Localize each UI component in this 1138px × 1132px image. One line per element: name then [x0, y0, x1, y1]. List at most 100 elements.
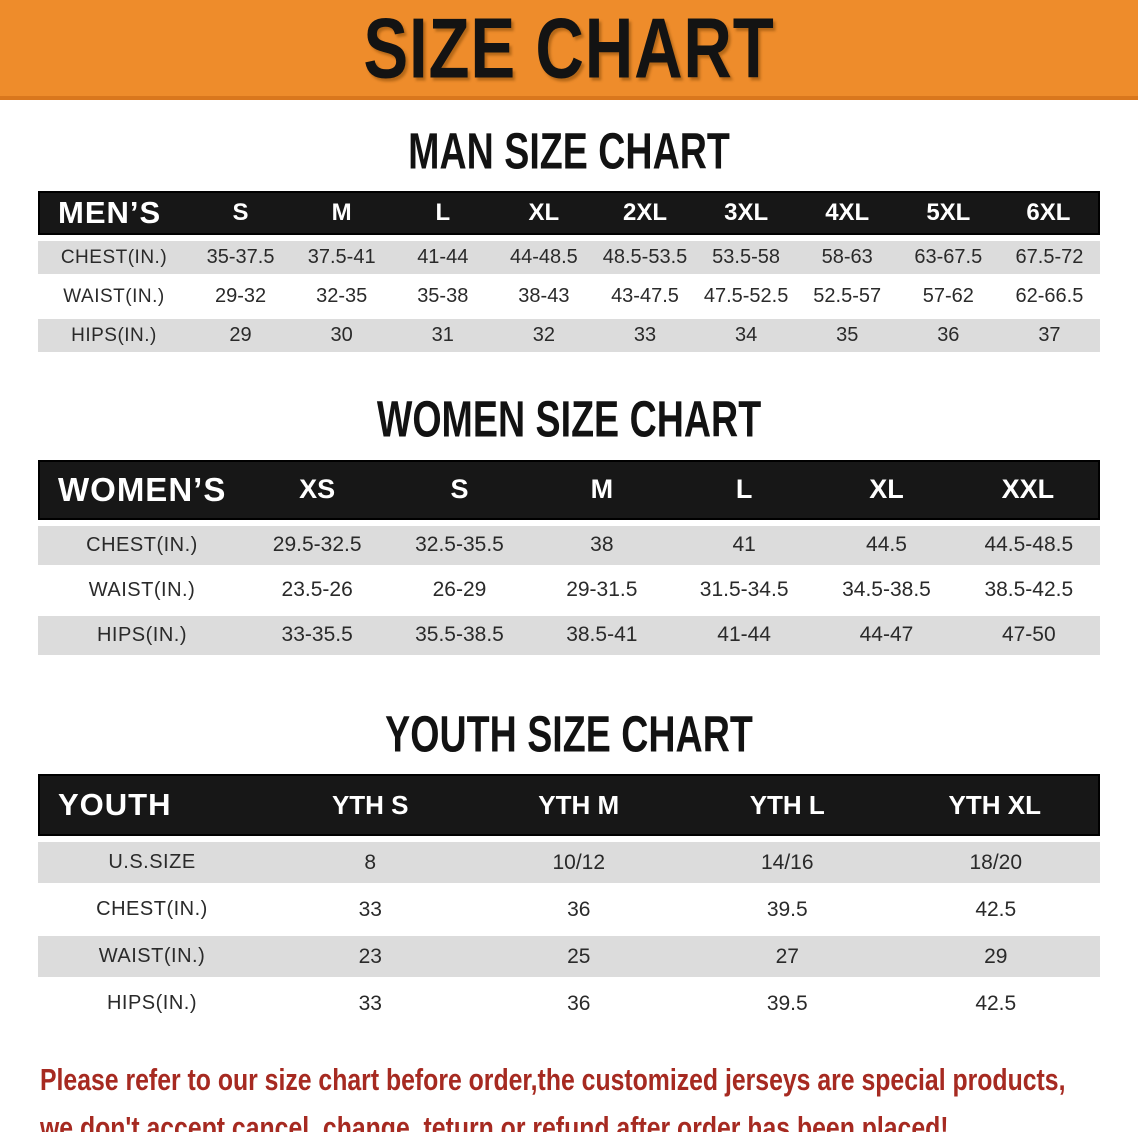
size-value-cell: 33-35.5: [246, 615, 389, 655]
size-value-cell: 41-44: [672, 615, 816, 655]
row-label: CHEST(IN.): [38, 525, 246, 565]
row-label: HIPS(IN.): [38, 983, 266, 1025]
banner: SIZE CHART: [0, 0, 1138, 100]
youth-group-label: YOUTH: [38, 774, 266, 837]
disclaimer-line-1: Please refer to our size chart before or…: [40, 1062, 1066, 1098]
column-header: M: [291, 191, 393, 236]
size-value-cell: 33: [266, 889, 475, 931]
size-value-cell: 33: [594, 319, 696, 353]
column-header: S: [190, 191, 292, 236]
size-value-cell: 38.5-41: [530, 615, 673, 655]
size-value-cell: 38-43: [493, 280, 595, 314]
size-value-cell: 63-67.5: [897, 241, 999, 275]
column-header: 6XL: [998, 191, 1100, 236]
size-value-cell: 18/20: [891, 842, 1100, 884]
youth-waist-row: WAIST(IN.) 23 25 27 29: [38, 936, 1100, 978]
column-header: S: [388, 459, 531, 520]
size-value-cell: 35: [796, 319, 898, 353]
row-label: CHEST(IN.): [38, 241, 190, 275]
men-header-row: MEN’S S M L XL 2XL 3XL 4XL 5XL 6XL: [38, 191, 1100, 236]
youth-chest-row: CHEST(IN.) 33 36 39.5 42.5: [38, 889, 1100, 931]
size-value-cell: 29: [891, 936, 1100, 978]
women-chest-row: CHEST(IN.) 29.5-32.5 32.5-35.5 38 41 44.…: [38, 525, 1100, 565]
women-section-heading: WOMEN SIZE CHART: [376, 390, 762, 448]
size-value-cell: 32: [493, 319, 595, 353]
youth-hips-row: HIPS(IN.) 33 36 39.5 42.5: [38, 983, 1100, 1025]
size-value-cell: 29: [190, 319, 292, 353]
size-value-cell: 10/12: [474, 842, 683, 884]
row-label: HIPS(IN.): [38, 615, 246, 655]
women-group-label: WOMEN’S: [38, 459, 246, 520]
row-label: WAIST(IN.): [38, 570, 246, 610]
women-waist-row: WAIST(IN.) 23.5-26 26-29 29-31.5 31.5-34…: [38, 570, 1100, 610]
size-value-cell: 35.5-38.5: [388, 615, 531, 655]
column-header: L: [672, 459, 816, 520]
men-section-heading: MAN SIZE CHART: [408, 121, 730, 180]
men-waist-row: WAIST(IN.) 29-32 32-35 35-38 38-43 43-47…: [38, 280, 1100, 314]
size-value-cell: 41-44: [392, 241, 494, 275]
men-size-table: MEN’S S M L XL 2XL 3XL 4XL 5XL 6XL CHEST…: [38, 185, 1100, 358]
row-label: HIPS(IN.): [38, 319, 190, 353]
size-value-cell: 26-29: [388, 570, 531, 610]
disclaimer-note: Please refer to our size chart before or…: [40, 1056, 1138, 1132]
size-value-cell: 44-47: [815, 615, 958, 655]
size-value-cell: 34.5-38.5: [815, 570, 958, 610]
row-label: WAIST(IN.): [38, 936, 266, 978]
size-value-cell: 44-48.5: [493, 241, 595, 275]
women-size-table: WOMEN’S XS S M L XL XXL CHEST(IN.) 29.5-…: [38, 454, 1100, 661]
column-header: 2XL: [594, 191, 696, 236]
row-label: WAIST(IN.): [38, 280, 190, 314]
size-value-cell: 48.5-53.5: [594, 241, 696, 275]
size-value-cell: 67.5-72: [998, 241, 1100, 275]
size-value-cell: 23.5-26: [246, 570, 389, 610]
men-group-label: MEN’S: [38, 191, 190, 236]
size-value-cell: 25: [474, 936, 683, 978]
column-header: YTH XL: [891, 774, 1100, 837]
size-value-cell: 58-63: [796, 241, 898, 275]
youth-section-heading: YOUTH SIZE CHART: [385, 704, 753, 762]
column-header: YTH M: [474, 774, 683, 837]
size-value-cell: 62-66.5: [998, 280, 1100, 314]
size-value-cell: 47-50: [957, 615, 1100, 655]
size-value-cell: 44.5-48.5: [957, 525, 1100, 565]
size-value-cell: 36: [897, 319, 999, 353]
size-value-cell: 37: [998, 319, 1100, 353]
column-header: M: [530, 459, 673, 520]
women-hips-row: HIPS(IN.) 33-35.5 35.5-38.5 38.5-41 41-4…: [38, 615, 1100, 655]
size-value-cell: 31.5-34.5: [672, 570, 816, 610]
column-header: L: [392, 191, 494, 236]
size-value-cell: 38: [530, 525, 673, 565]
column-header: XL: [815, 459, 958, 520]
size-value-cell: 31: [392, 319, 494, 353]
size-value-cell: 29-31.5: [530, 570, 673, 610]
youth-header-row: YOUTH YTH S YTH M YTH L YTH XL: [38, 774, 1100, 837]
size-value-cell: 27: [683, 936, 892, 978]
size-value-cell: 42.5: [891, 983, 1100, 1025]
women-header-row: WOMEN’S XS S M L XL XXL: [38, 459, 1100, 520]
size-value-cell: 39.5: [683, 889, 892, 931]
size-value-cell: 33: [266, 983, 475, 1025]
men-chest-row: CHEST(IN.) 35-37.5 37.5-41 41-44 44-48.5…: [38, 241, 1100, 275]
column-header: XXL: [957, 459, 1100, 520]
column-header: XL: [493, 191, 595, 236]
size-value-cell: 35-37.5: [190, 241, 292, 275]
size-value-cell: 37.5-41: [291, 241, 393, 275]
column-header: 3XL: [695, 191, 797, 236]
size-value-cell: 38.5-42.5: [957, 570, 1100, 610]
size-value-cell: 39.5: [683, 983, 892, 1025]
size-value-cell: 14/16: [683, 842, 892, 884]
size-value-cell: 29-32: [190, 280, 292, 314]
column-header: XS: [246, 459, 389, 520]
row-label: CHEST(IN.): [38, 889, 266, 931]
size-value-cell: 32.5-35.5: [388, 525, 531, 565]
size-value-cell: 30: [291, 319, 393, 353]
size-value-cell: 43-47.5: [594, 280, 696, 314]
youth-ussize-row: U.S.SIZE 8 10/12 14/16 18/20: [38, 842, 1100, 884]
size-value-cell: 23: [266, 936, 475, 978]
disclaimer-line-2: we don't accept cancel, change, teturn o…: [40, 1110, 949, 1132]
size-value-cell: 32-35: [291, 280, 393, 314]
youth-size-table: YOUTH YTH S YTH M YTH L YTH XL U.S.SIZE …: [38, 768, 1100, 1030]
size-value-cell: 53.5-58: [695, 241, 797, 275]
size-value-cell: 29.5-32.5: [246, 525, 389, 565]
